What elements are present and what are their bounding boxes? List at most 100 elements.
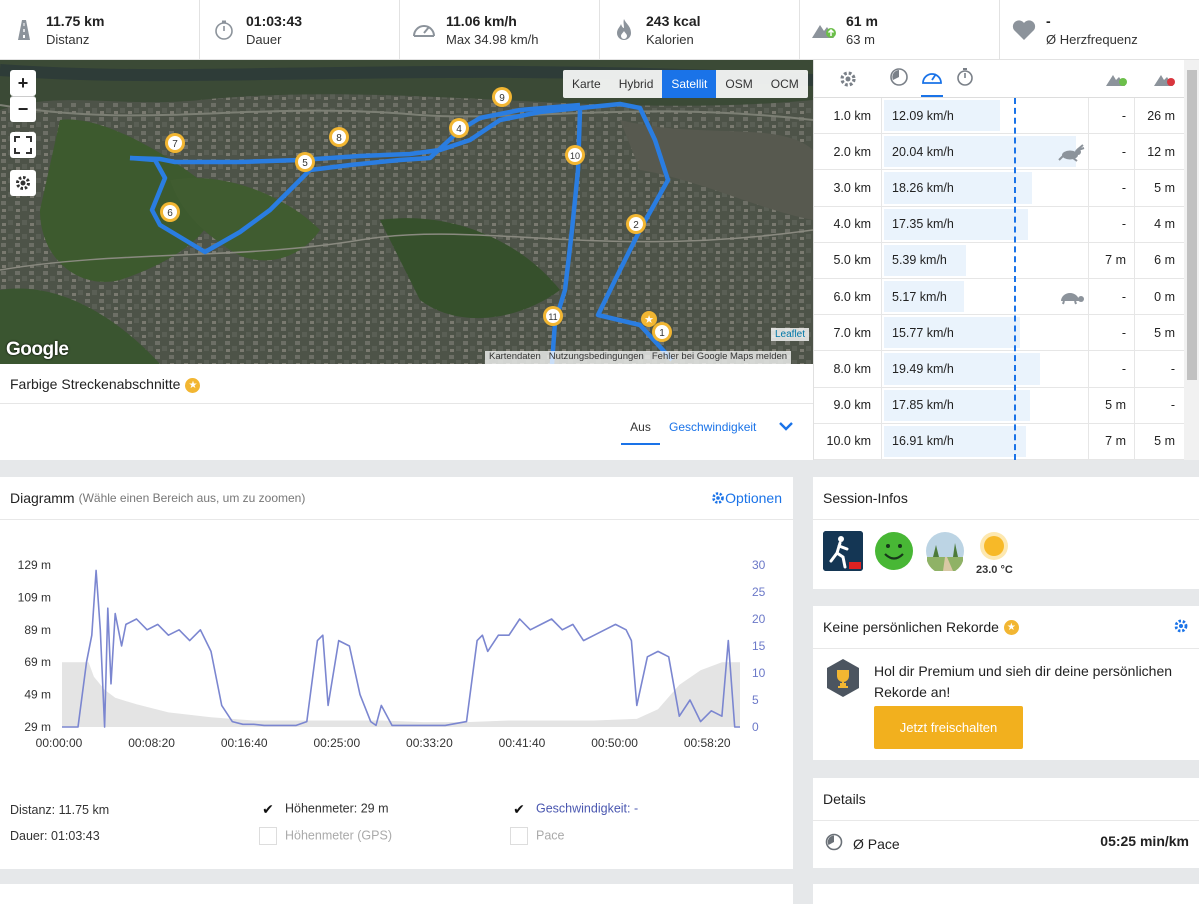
- svg-text:11: 11: [548, 312, 557, 322]
- marker-7[interactable]: 7: [165, 133, 185, 153]
- elevation-speed-chart[interactable]: 129 m 109 m 89 m 69 m 49 m 29 m 30 25 20 15 10 5 0 00…: [0, 539, 793, 779]
- attribution-map-data[interactable]: Kartendaten: [489, 351, 541, 362]
- stat-label: Ø Herzfrequenz: [1046, 32, 1138, 47]
- elevation-area: [62, 662, 740, 727]
- split-speed-cell: 5.17 km/h: [882, 278, 1089, 315]
- map-type-satellit[interactable]: Satellit: [662, 70, 717, 98]
- chevron-down-icon[interactable]: [778, 420, 794, 435]
- marker-5[interactable]: 5: [295, 152, 315, 172]
- pace-value: 05:25 min/km: [1100, 833, 1189, 849]
- legend-duration: Dauer: 01:03:43: [10, 829, 100, 843]
- rabbit-icon: [1057, 142, 1085, 165]
- pace-row: Ø Pace: [825, 833, 900, 854]
- map-type-karte[interactable]: Karte: [572, 77, 601, 91]
- personal-records-card: Keine persönlichen Rekorde ★ Hol dir Prem…: [813, 606, 1199, 760]
- stat-value: 61 m: [846, 13, 878, 29]
- stat-label: 63 m: [846, 32, 875, 47]
- svg-text:2: 2: [633, 220, 639, 231]
- split-km: 8.0 km: [814, 351, 882, 387]
- premium-star-icon: ★: [185, 377, 201, 393]
- y-right-tick-label: 10: [752, 666, 766, 680]
- stat-label: Distanz: [46, 32, 90, 47]
- marker-1[interactable]: 1: [652, 322, 672, 342]
- split-row[interactable]: 5.0 km 5.39 km/h 7 m 6 m: [814, 242, 1199, 279]
- split-speed: 17.85 km/h: [892, 398, 954, 413]
- split-row[interactable]: 10.0 km 16.91 km/h 7 m 5 m: [814, 423, 1199, 460]
- marker-4[interactable]: 4: [449, 118, 469, 138]
- y-left-tick-label: 109 m: [18, 590, 51, 604]
- split-speed-cell: 20.04 km/h: [882, 134, 1089, 170]
- marker-10[interactable]: 10: [565, 145, 585, 165]
- route-map[interactable]: 1 ★ 2 4 5 6 7 8 9 10 11 + − Karte Hybrid…: [0, 60, 813, 364]
- split-row[interactable]: 8.0 km 19.49 km/h - -: [814, 351, 1199, 388]
- map-attribution: Kartendaten Nutzungsbedingungen Fehler b…: [485, 351, 792, 364]
- records-settings-icon[interactable]: [1173, 618, 1189, 637]
- split-row[interactable]: 2.0 km 20.04 km/h -12 m: [814, 134, 1199, 171]
- marker-6[interactable]: 6: [160, 202, 180, 222]
- checkbox-checked-icon[interactable]: ✔: [262, 801, 274, 817]
- marker-11[interactable]: 11: [543, 306, 563, 326]
- split-speed-cell: 12.09 km/h: [882, 98, 1089, 134]
- map-type-ocm[interactable]: OCM: [770, 77, 799, 91]
- split-km: 9.0 km: [814, 387, 882, 423]
- trophy-icon: [825, 658, 861, 701]
- split-speed-bar: [884, 389, 1030, 421]
- map-settings-icon[interactable]: [10, 170, 36, 196]
- y-right-tick-label: 20: [752, 612, 766, 626]
- split-row[interactable]: 1.0 km 12.09 km/h -26 m: [814, 98, 1199, 135]
- split-row[interactable]: 4.0 km 17.35 km/h - 4 m: [814, 206, 1199, 243]
- zoom-in-button[interactable]: +: [10, 70, 36, 96]
- x-tick-label: 00:08:20: [128, 736, 175, 750]
- stat-value: 11.06 km/h: [446, 13, 517, 29]
- finish-star-marker[interactable]: ★: [641, 311, 657, 327]
- toggle-speed[interactable]: ✔ Geschwindigkeit: -: [510, 800, 638, 818]
- split-descent: 26 m: [1147, 108, 1175, 123]
- diagram-options-button[interactable]: Optionen: [711, 490, 782, 506]
- split-ascent: -: [1089, 315, 1135, 351]
- split-row[interactable]: 6.0 km 5.17 km/h - 0 m: [814, 278, 1199, 316]
- map-type-osm[interactable]: OSM: [725, 77, 753, 91]
- map-type-switcher: Karte Hybrid Satellit OSM OCM: [563, 70, 808, 98]
- pace-tab-icon[interactable]: [889, 67, 909, 90]
- attribution-terms[interactable]: Nutzungsbedingungen: [548, 351, 644, 362]
- toggle-elevation-gps[interactable]: Höhenmeter (GPS): [259, 827, 392, 845]
- segments-tab-speed[interactable]: Geschwindigkeit: [669, 420, 757, 434]
- stat-duration: 01:03:43 Dauer: [200, 0, 400, 60]
- svg-text:★: ★: [644, 314, 654, 326]
- leaflet-link[interactable]: Leaflet: [771, 328, 810, 341]
- split-ascent: 5 m: [1089, 387, 1135, 423]
- stat-calories: 243 kcal Kalorien: [600, 0, 800, 60]
- details-card: Details Ø Pace 05:25 min/km: [813, 778, 1199, 868]
- split-ascent: -: [1089, 351, 1135, 387]
- time-tab-icon[interactable]: [955, 67, 975, 90]
- split-ascent: 7 m: [1089, 423, 1135, 459]
- marker-9[interactable]: 9: [492, 87, 512, 107]
- split-row[interactable]: 7.0 km 15.77 km/h - 5 m: [814, 315, 1199, 352]
- split-row[interactable]: 3.0 km 18.26 km/h - 5 m: [814, 170, 1199, 207]
- map-type-hybrid[interactable]: Hybrid: [618, 77, 654, 91]
- marker-8[interactable]: 8: [329, 127, 349, 147]
- toggle-pace[interactable]: Pace: [510, 827, 565, 845]
- split-row[interactable]: 9.0 km 17.85 km/h 5 m -: [814, 387, 1199, 424]
- zoom-out-button[interactable]: −: [10, 96, 36, 122]
- split-ascent: -: [1089, 134, 1135, 170]
- unlock-premium-button[interactable]: Jetzt freischalten: [874, 706, 1023, 749]
- split-speed-cell: 18.26 km/h: [882, 170, 1089, 206]
- splits-scrollbar[interactable]: [1184, 60, 1199, 460]
- splits-settings-icon[interactable]: [814, 69, 882, 89]
- split-speed-bar: [884, 172, 1032, 204]
- checkbox-checked-icon[interactable]: ✔: [513, 801, 525, 817]
- fullscreen-icon[interactable]: [10, 132, 36, 158]
- checkbox-icon[interactable]: [259, 827, 277, 845]
- toggle-elevation[interactable]: ✔ Höhenmeter: 29 m: [259, 800, 388, 818]
- x-tick-label: 00:33:20: [406, 736, 453, 750]
- split-km: 1.0 km: [814, 98, 882, 134]
- speed-tab-icon[interactable]: [921, 68, 943, 97]
- temperature: 23.0 °C: [976, 564, 1013, 576]
- stats-bar: 11.75 km Distanz 01:03:43 Dauer 11.06 km/h…: [0, 0, 1199, 60]
- splits-rows: 1.0 km 12.09 km/h -26 m 2.0 km 20.04 km/h -12…: [814, 98, 1199, 460]
- marker-2[interactable]: 2: [626, 214, 646, 234]
- segments-tab-off[interactable]: Aus: [621, 420, 660, 445]
- checkbox-icon[interactable]: [510, 827, 528, 845]
- attribution-report-error[interactable]: Fehler bei Google Maps melden: [651, 351, 788, 362]
